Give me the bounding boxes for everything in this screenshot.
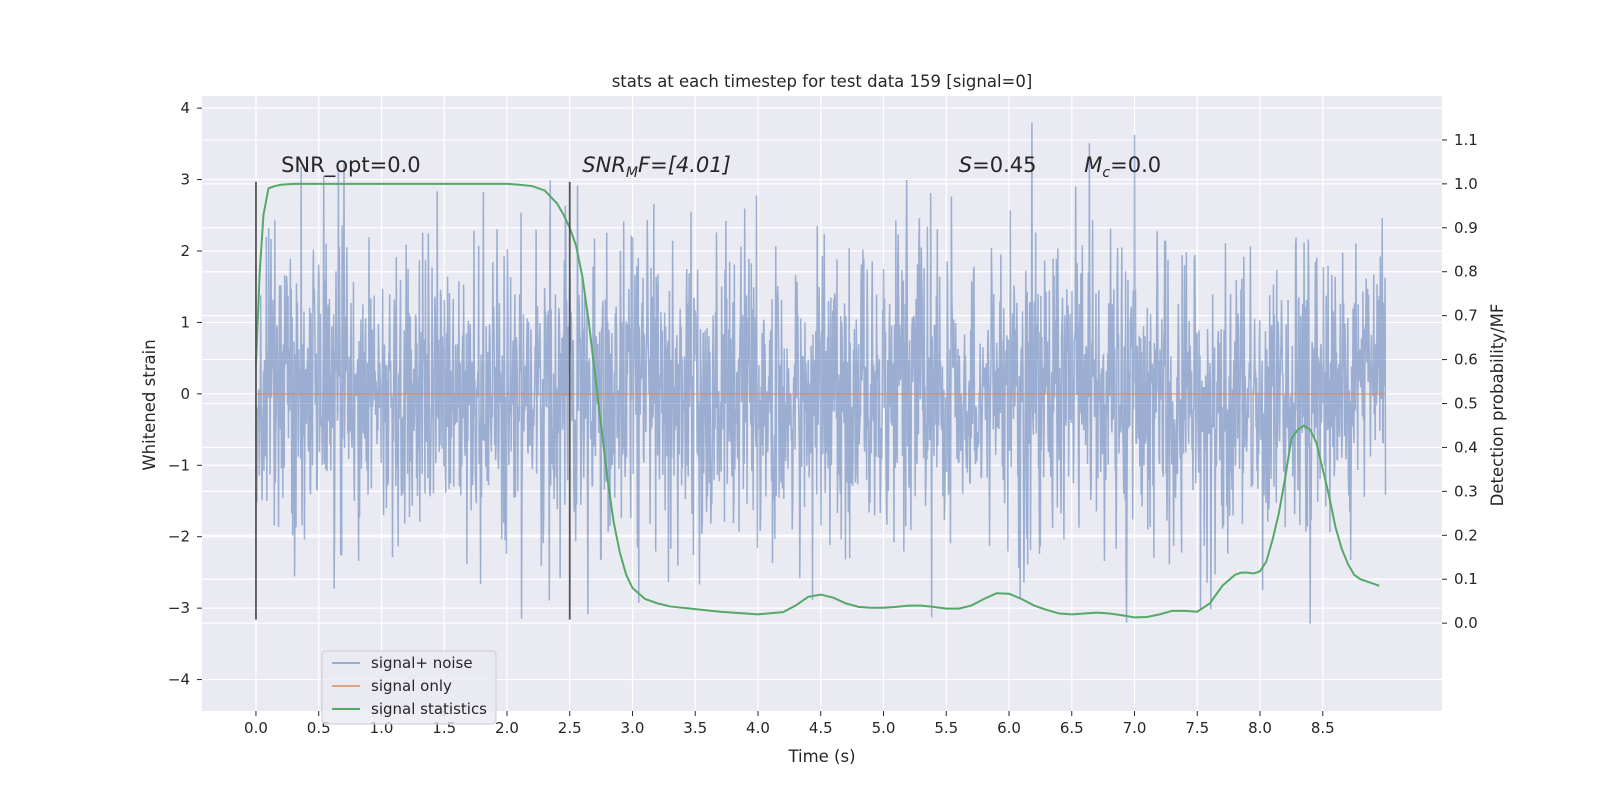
right-y-tick-label: 0.8 <box>1454 263 1478 281</box>
legend-label-signal-statistics: signal statistics <box>371 700 487 718</box>
x-tick-label: 0.0 <box>244 719 268 737</box>
x-tick-label: 7.0 <box>1123 719 1147 737</box>
y-axis-label: Whitened strain <box>140 339 159 470</box>
x-tick-label: 2.5 <box>558 719 582 737</box>
annotation-text: S=0.45 <box>959 153 1037 177</box>
y-tick-label: −1 <box>168 456 190 474</box>
chart-title: stats at each timestep for test data 159… <box>612 72 1033 91</box>
x-tick-label: 8.5 <box>1311 719 1335 737</box>
right-y-tick-label: 0.0 <box>1454 614 1478 632</box>
y-tick-label: −2 <box>168 528 190 546</box>
legend-label-signal-only: signal only <box>371 677 452 695</box>
x-axis-ticks: 0.0 0.5 1.0 1.5 2.0 2.5 3.0 3.5 4.0 4.5 5.0 5.5 6.0 6… <box>244 711 1335 737</box>
annotation-text: Mc=0.0 <box>1084 153 1161 181</box>
y-tick-label: −3 <box>168 599 190 617</box>
right-y-tick-label: 0.2 <box>1454 526 1478 544</box>
right-y-axis-ticks: 0.0 0.1 0.2 0.3 0.4 0.5 0.6 0.7 0.8 0.9 1.0 1.1 <box>1442 131 1478 632</box>
x-tick-label: 8.0 <box>1248 719 1272 737</box>
x-tick-label: 6.5 <box>1060 719 1084 737</box>
right-y-tick-label: 0.6 <box>1454 351 1478 369</box>
annotations: SNR_opt=0.0 SNRMF=[4.01] S=0.45 Mc=0.0 <box>281 153 1161 181</box>
y-tick-label: 4 <box>180 99 190 117</box>
legend-label-signal-noise: signal+ noise <box>371 654 473 672</box>
legend-box <box>321 650 497 725</box>
y-tick-label: 1 <box>180 313 190 331</box>
right-y-tick-label: 0.5 <box>1454 395 1478 413</box>
annotation-text: SNR_opt=0.0 <box>281 153 421 178</box>
x-tick-label: 6.0 <box>997 719 1021 737</box>
x-tick-label: 5.0 <box>872 719 896 737</box>
right-y-axis-label: Detection probability/MF <box>1488 304 1507 507</box>
x-tick-label: 5.5 <box>934 719 958 737</box>
y-tick-label: 2 <box>180 242 190 260</box>
x-tick-label: 2.0 <box>495 719 519 737</box>
x-tick-label: 7.5 <box>1185 719 1209 737</box>
series-signal-statistics <box>254 182 1380 619</box>
y-tick-label: 3 <box>180 171 190 189</box>
x-tick-label: 3.0 <box>621 719 645 737</box>
y-tick-label: 0 <box>180 385 190 403</box>
legend: signal+ noise signal only signal statist… <box>321 650 497 725</box>
x-tick-label: 3.5 <box>683 719 707 737</box>
right-y-tick-label: 0.1 <box>1454 570 1478 588</box>
annotation-text: SNRMF=[4.01] <box>582 153 731 181</box>
x-tick-label: 4.5 <box>809 719 833 737</box>
right-y-tick-label: 0.9 <box>1454 219 1478 237</box>
y-tick-label: −4 <box>168 671 190 689</box>
series-layer <box>254 122 1387 624</box>
vertical-markers <box>255 181 571 620</box>
x-tick-label: 4.0 <box>746 719 770 737</box>
right-y-tick-label: 0.4 <box>1454 438 1478 456</box>
x-axis-label: Time (s) <box>787 747 855 766</box>
y-axis-ticks: −4 −3 −2 −1 0 1 2 3 4 <box>168 99 202 689</box>
right-y-tick-label: 1.1 <box>1454 131 1478 149</box>
right-y-tick-label: 1.0 <box>1454 175 1478 193</box>
series-signal-noise <box>255 122 1387 624</box>
right-y-tick-label: 0.7 <box>1454 307 1478 325</box>
right-y-tick-label: 0.3 <box>1454 482 1478 500</box>
